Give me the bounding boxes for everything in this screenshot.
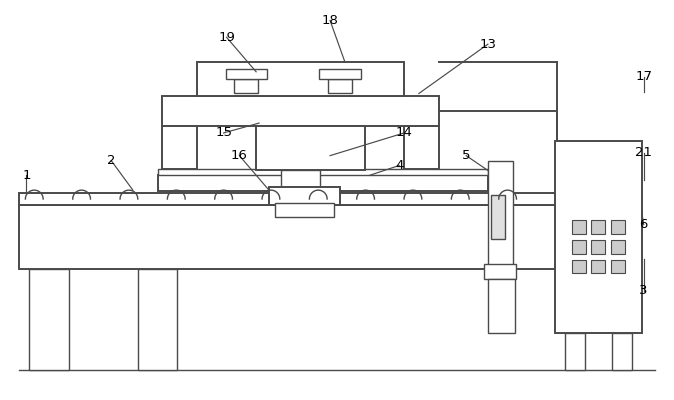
Bar [162, 126, 197, 170]
Bar [275, 203, 334, 217]
Text: 5: 5 [462, 149, 470, 162]
Bar [611, 220, 625, 234]
Text: 15: 15 [215, 126, 232, 140]
Bar [137, 269, 177, 370]
Bar [612, 333, 632, 370]
Bar [555, 141, 642, 333]
Bar [20, 193, 567, 205]
Bar [488, 160, 512, 269]
Bar [591, 260, 605, 274]
Bar [235, 79, 258, 92]
Bar [158, 170, 488, 175]
Bar [491, 195, 505, 240]
Bar [328, 79, 352, 92]
Bar [281, 170, 320, 190]
Bar [611, 240, 625, 254]
Bar [197, 62, 404, 96]
Bar [30, 269, 69, 370]
Text: 13: 13 [479, 38, 496, 51]
Text: 1: 1 [22, 169, 30, 182]
Text: 6: 6 [640, 218, 648, 231]
Bar [591, 220, 605, 234]
Text: 21: 21 [635, 146, 652, 159]
Bar [269, 187, 340, 205]
Bar [611, 260, 625, 274]
Text: 16: 16 [231, 149, 248, 162]
Bar [572, 240, 586, 254]
Text: 4: 4 [395, 159, 403, 172]
Text: 17: 17 [635, 70, 652, 83]
Text: 2: 2 [107, 154, 115, 167]
Bar [484, 264, 516, 279]
Bar [572, 260, 586, 274]
Bar [572, 220, 586, 234]
Bar [488, 279, 516, 333]
Bar [226, 69, 267, 79]
Text: 3: 3 [640, 284, 648, 297]
Bar [256, 126, 365, 170]
Bar [404, 126, 439, 170]
Bar [591, 240, 605, 254]
Bar [158, 175, 488, 191]
Text: 14: 14 [396, 126, 412, 140]
Bar [20, 205, 567, 269]
Bar [319, 69, 361, 79]
Text: 19: 19 [218, 31, 235, 44]
Bar [162, 96, 439, 126]
Text: 18: 18 [321, 14, 338, 27]
Bar [565, 333, 584, 370]
